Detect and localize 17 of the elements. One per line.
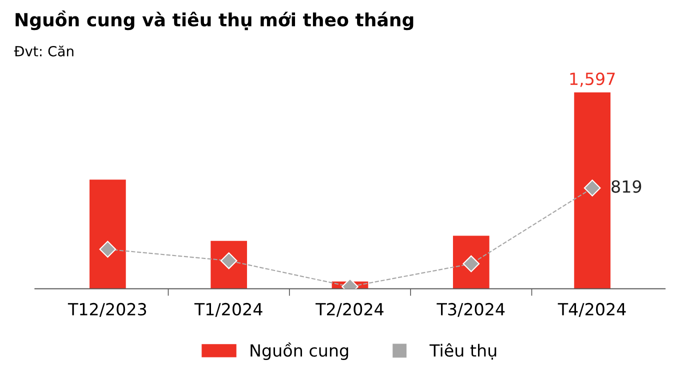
legend-label: Tiêu thụ	[430, 343, 496, 360]
x-tick-label: T2/2024	[316, 302, 384, 317]
point	[99, 240, 116, 258]
bar	[574, 92, 610, 289]
chart-subtitle: Đvt: Căn	[14, 46, 74, 56]
data-label: 1,597	[570, 72, 615, 87]
point	[584, 180, 601, 196]
x-tick-label: T4/2024	[558, 302, 626, 317]
bar	[452, 236, 490, 289]
bar	[210, 240, 248, 289]
chart-title: Nguồn cung và tiêu thụ mới theo tháng	[16, 10, 414, 30]
data-label: 819	[612, 180, 642, 193]
x-tick-label: T3/2024	[436, 302, 505, 317]
x-tick-label: T12/2023	[68, 302, 146, 317]
legend-label: Nguồn cung	[250, 342, 348, 360]
x-tick-label: T1/2024	[194, 302, 262, 317]
bar	[90, 180, 126, 289]
